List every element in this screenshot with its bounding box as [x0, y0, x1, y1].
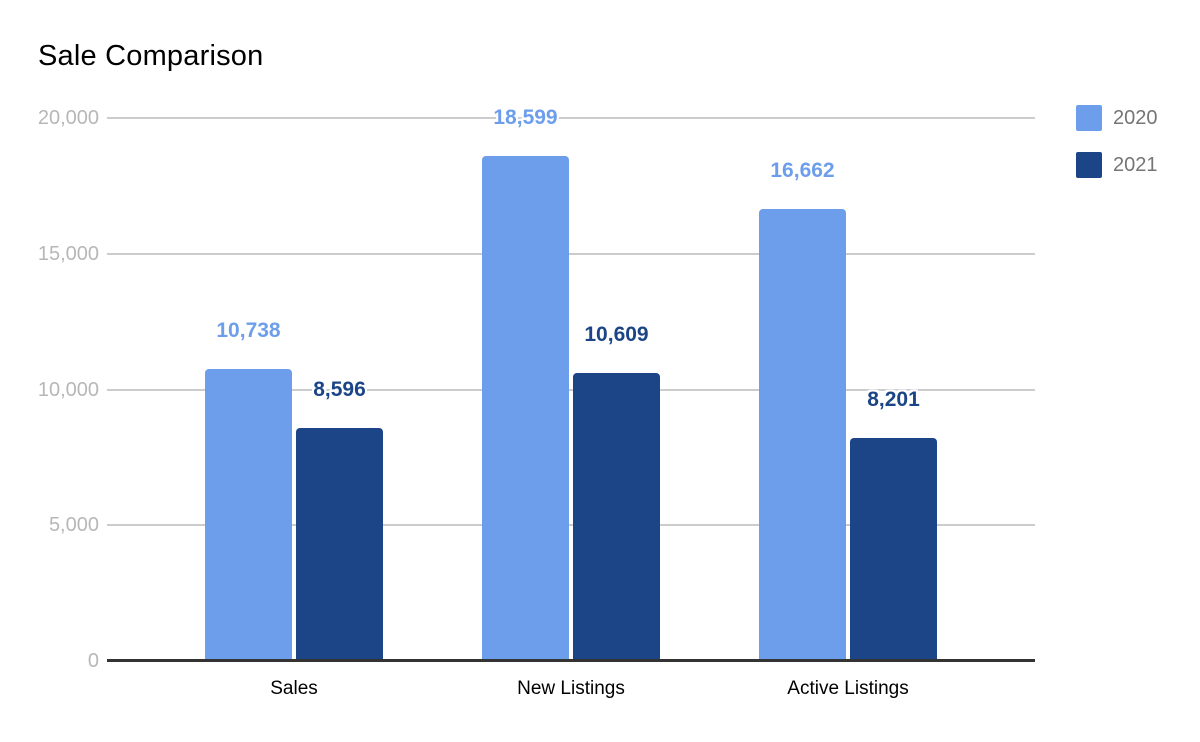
legend-label-2021: 2021	[1113, 154, 1158, 176]
bar-2021-sales[interactable]	[296, 428, 383, 661]
bar-2021-new-listings[interactable]	[573, 373, 660, 661]
legend: 2020 2021	[1076, 105, 1158, 199]
x-axis-baseline	[107, 659, 1035, 662]
gridline-20000	[107, 117, 1035, 119]
bar-value-label-2020-active-listings: 16,662	[770, 159, 835, 182]
x-label-new-listings: New Listings	[517, 678, 625, 699]
gridline-15000	[107, 253, 1035, 255]
bar-value-label-2021-sales: 8,596	[313, 378, 366, 401]
x-label-active-listings: Active Listings	[787, 678, 909, 699]
gridline-5000	[107, 524, 1035, 526]
legend-label-2020: 2020	[1113, 107, 1158, 129]
legend-swatch-2021	[1076, 152, 1102, 178]
bar-value-label-2021-new-listings: 10,609	[584, 323, 649, 346]
x-label-sales: Sales	[270, 678, 318, 699]
y-tick-0: 0	[87, 650, 99, 672]
bar-value-label-2021-active-listings: 8,201	[867, 388, 920, 411]
bar-2020-active-listings[interactable]	[759, 209, 846, 661]
bar-2020-new-listings[interactable]	[482, 156, 569, 661]
bar-value-label-2020-new-listings: 18,599	[493, 106, 558, 129]
bar-2021-active-listings[interactable]	[850, 438, 937, 661]
bar-value-label-2020-sales: 10,738	[216, 319, 281, 342]
chart-title: Sale Comparison	[38, 40, 264, 72]
y-tick-10000: 10,000	[37, 379, 99, 401]
legend-swatch-2020	[1076, 105, 1102, 131]
bar-2020-sales[interactable]	[205, 369, 292, 661]
gridline-10000	[107, 389, 1035, 391]
y-tick-15000: 15,000	[37, 243, 99, 265]
y-tick-20000: 20,000	[37, 107, 99, 129]
plot-area: 10,738 8,596 18,599 10,609 16,662 8,201	[107, 106, 1035, 662]
legend-item-2020[interactable]: 2020	[1076, 105, 1158, 131]
legend-item-2021[interactable]: 2021	[1076, 152, 1158, 178]
y-tick-5000: 5,000	[48, 514, 99, 536]
